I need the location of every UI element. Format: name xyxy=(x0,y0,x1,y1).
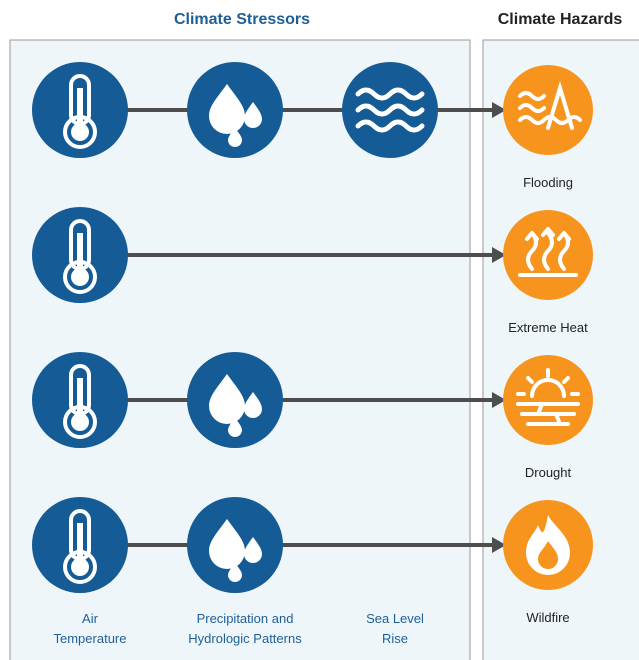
icon-part xyxy=(538,541,558,569)
hazard-circle xyxy=(503,210,593,300)
stressor-label: Sea Level Rise xyxy=(366,611,424,646)
stressor-label: Air Temperature xyxy=(54,611,127,646)
hazard-icon xyxy=(518,81,582,130)
hazard-icon xyxy=(526,515,570,575)
icon-part xyxy=(518,103,546,113)
arrowhead xyxy=(492,392,506,408)
hazard-icon xyxy=(518,227,578,277)
hazard-circle xyxy=(503,355,593,445)
icon-part xyxy=(557,231,571,271)
hazard-label: Extreme Heat xyxy=(508,320,588,335)
hazard-label: Wildfire xyxy=(526,610,569,625)
hazards-title: Climate Hazards xyxy=(498,11,623,28)
icon-part xyxy=(546,81,574,130)
hazard-label: Flooding xyxy=(523,175,573,190)
hazard-label: Drought xyxy=(525,465,572,480)
arrowhead xyxy=(492,247,506,263)
hazard-icon xyxy=(516,368,580,426)
icon-part xyxy=(530,378,566,398)
stressors-title: Climate Stressors xyxy=(174,11,310,28)
arrowhead xyxy=(492,102,506,118)
stressor-label: Precipitation and Hydrologic Patterns xyxy=(188,611,302,646)
hazard-circle xyxy=(503,65,593,155)
icon-part xyxy=(518,91,546,101)
icon-part xyxy=(525,231,539,271)
icon-part xyxy=(516,368,580,396)
icon-part xyxy=(541,227,555,271)
icon-part xyxy=(516,402,580,426)
arrowhead xyxy=(492,537,506,553)
